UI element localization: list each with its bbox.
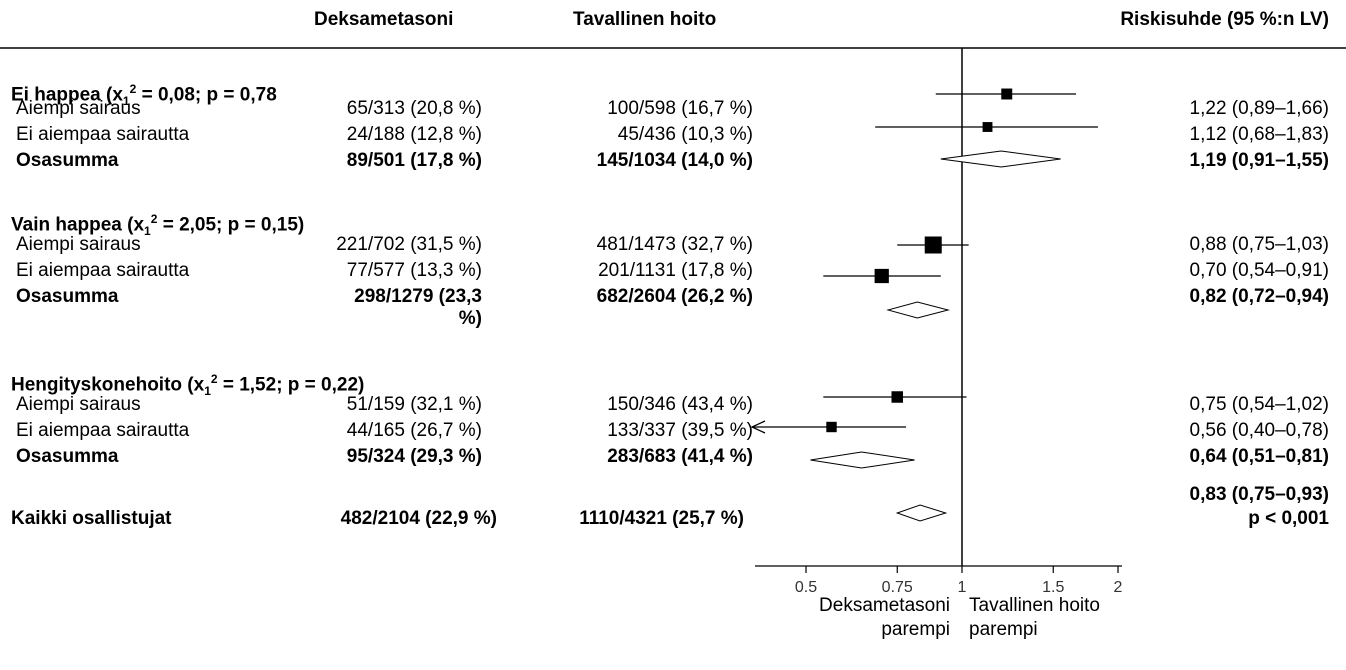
x-tick-label: 1.5 xyxy=(1042,579,1064,596)
point-estimate-square xyxy=(874,268,889,284)
overall-label: Kaikki osallistujat xyxy=(11,508,172,529)
group-heading-sub: 1 xyxy=(122,94,130,109)
row-dex: 298/1279 (23,3 xyxy=(354,286,482,307)
axis-right-label-1: Tavallinen hoito xyxy=(969,595,1100,616)
row-label: Ei aiempaa sairautta xyxy=(16,420,190,441)
row-usual: 150/346 (43,4 %) xyxy=(607,394,753,415)
row-label: Aiempi sairaus xyxy=(16,98,141,119)
point-estimate-square xyxy=(891,391,904,403)
x-tick-label: 1 xyxy=(958,579,967,596)
row-label: Osasumma xyxy=(16,150,119,171)
row-dex: 44/165 (26,7 %) xyxy=(346,420,482,441)
row-dex: 24/188 (12,8 %) xyxy=(346,124,482,145)
ci-arrow xyxy=(750,420,766,434)
axis-left-label-2: parempi xyxy=(881,619,950,640)
row-rr: 0,82 (0,72–0,94) xyxy=(1189,286,1329,307)
row-usual: 133/337 (39,5 %) xyxy=(607,420,753,441)
point-estimate-square xyxy=(826,421,837,433)
row-usual: 45/436 (10,3 %) xyxy=(617,124,753,145)
header-dexamethasone: Deksametasoni xyxy=(314,9,454,30)
row-rr: 0,70 (0,54–0,91) xyxy=(1189,260,1329,281)
point-estimate-square xyxy=(982,122,993,132)
row-label: Aiempi sairaus xyxy=(16,394,141,415)
row-label: Osasumma xyxy=(16,446,119,467)
header-risk-ratio: Riskisuhde (95 %:n LV) xyxy=(1120,9,1329,30)
axis-right-label-2: parempi xyxy=(969,619,1038,640)
row-label: Ei aiempaa sairautta xyxy=(16,124,190,145)
row-dex: 77/577 (13,3 %) xyxy=(346,260,482,281)
row-dex: 221/702 (31,5 %) xyxy=(336,234,482,255)
group-heading-pre: Vain happea (x xyxy=(11,214,145,236)
row-rr: 1,12 (0,68–1,83) xyxy=(1189,124,1329,145)
row-rr: 1,22 (0,89–1,66) xyxy=(1189,98,1329,119)
row-usual: 481/1473 (32,7 %) xyxy=(596,234,753,255)
axis-left-label-1: Deksametasoni xyxy=(819,595,950,616)
summary-diamond xyxy=(886,301,951,319)
group-heading: Ei happea (x12 = 0,08; p = 0,78 xyxy=(11,78,277,112)
overall-p: p < 0,001 xyxy=(1248,508,1329,529)
x-tick-label: 2 xyxy=(1114,579,1123,596)
overall-dex: 482/2104 (22,9 %) xyxy=(340,508,497,529)
row-usual: 100/598 (16,7 %) xyxy=(607,98,753,119)
group-heading-post: = 1,52; p = 0,22) xyxy=(217,374,365,396)
group-heading: Hengityskonehoito (x12 = 1,52; p = 0,22) xyxy=(11,368,364,402)
group-heading-sup: 2 xyxy=(210,372,218,386)
x-tick-label: 0.75 xyxy=(882,579,913,596)
row-rr: 0,64 (0,51–0,81) xyxy=(1189,446,1329,467)
row-dex: 89/501 (17,8 %) xyxy=(346,150,482,171)
row-label: Ei aiempaa sairautta xyxy=(16,260,190,281)
summary-diamond xyxy=(895,504,948,522)
row-rr: 0,56 (0,40–0,78) xyxy=(1189,420,1329,441)
row-dex: 65/313 (20,8 %) xyxy=(346,98,482,119)
row-label: Osasumma xyxy=(16,286,119,307)
group-heading-post: = 2,05; p = 0,15) xyxy=(157,214,305,236)
overall-usual: 1110/4321 (25,7 %) xyxy=(579,508,744,529)
overall-rr: 0,83 (0,75–0,93) xyxy=(1189,484,1329,505)
row-dex: 95/324 (29,3 %) xyxy=(346,446,482,467)
summary-diamond xyxy=(940,150,1061,168)
row-dex: 51/159 (32,1 %) xyxy=(346,394,482,415)
group-heading-sup: 2 xyxy=(129,82,137,96)
row-usual: 283/683 (41,4 %) xyxy=(607,446,753,467)
row-dex-continued: %) xyxy=(458,308,482,329)
row-usual: 201/1131 (17,8 %) xyxy=(598,260,753,281)
point-estimate-square xyxy=(1001,88,1013,100)
group-heading-sup: 2 xyxy=(150,212,158,226)
point-estimate-square xyxy=(924,236,942,254)
group-heading-pre: Ei happea (x xyxy=(11,84,123,106)
group-heading-sub: 1 xyxy=(144,224,151,239)
row-rr: 1,19 (0,91–1,55) xyxy=(1189,150,1329,171)
summary-diamond xyxy=(810,451,915,469)
group-heading-pre: Hengityskonehoito (x xyxy=(11,374,205,396)
row-usual: 145/1034 (14,0 %) xyxy=(596,150,753,171)
group-heading-sub: 1 xyxy=(204,384,211,399)
header-usual-care: Tavallinen hoito xyxy=(573,9,717,30)
group-heading: Vain happea (x12 = 2,05; p = 0,15) xyxy=(11,208,304,242)
row-rr: 0,75 (0,54–1,02) xyxy=(1189,394,1329,415)
row-rr: 0,88 (0,75–1,03) xyxy=(1189,234,1329,255)
x-tick-label: 0.5 xyxy=(795,579,817,596)
row-label: Aiempi sairaus xyxy=(16,234,141,255)
group-heading-post: = 0,08; p = 0,78 xyxy=(136,84,277,106)
row-usual: 682/2604 (26,2 %) xyxy=(596,286,753,307)
